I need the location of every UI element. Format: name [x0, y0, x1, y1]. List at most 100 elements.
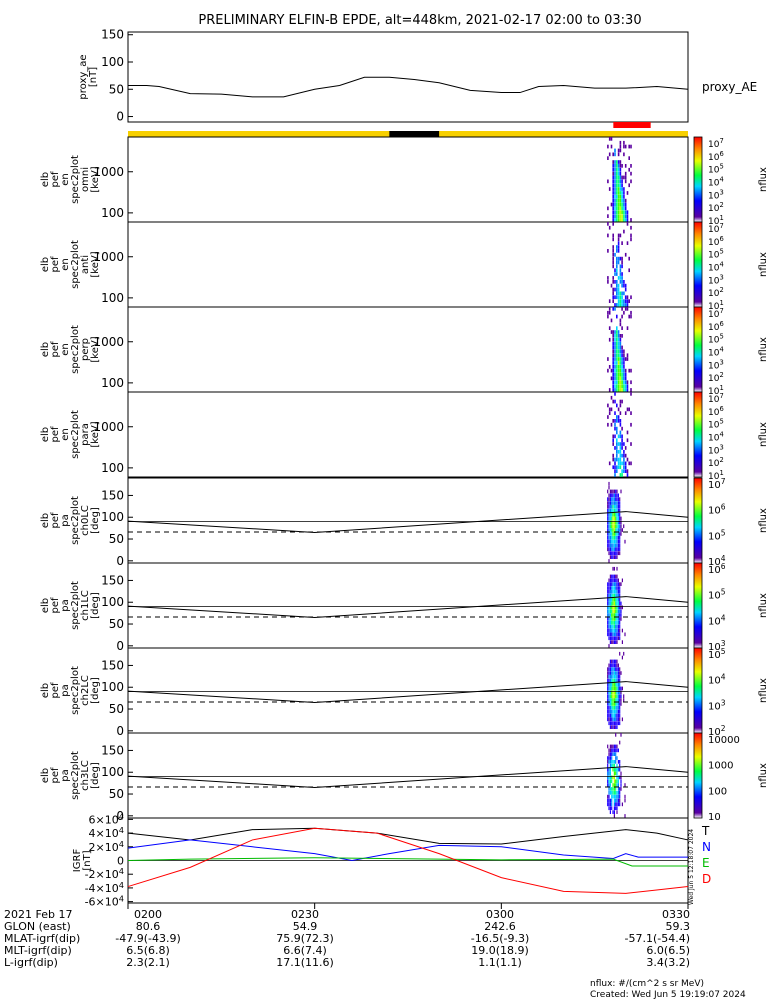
spec-1-pixel: [612, 276, 614, 280]
spec-0-pixel: [614, 152, 616, 157]
spec-2-pixel: [617, 376, 620, 381]
spec-5-pixel: [617, 632, 619, 637]
spec-3-ylabel-line-2: en: [60, 428, 71, 441]
spec-1-pixel: [621, 272, 623, 276]
spec-0-pixel: [608, 152, 611, 157]
spec-7-pixel: [615, 787, 617, 791]
spec-7-pixel: [613, 763, 615, 768]
spec-4-pixel: [612, 528, 614, 532]
spec-0-pixel: [612, 195, 614, 199]
ephem-time-3: 0330: [662, 908, 690, 921]
spec-1-pixel: [623, 280, 625, 284]
spec-5-pixel: [617, 605, 619, 610]
spec-0-pixel: [614, 198, 616, 203]
spec-7-pixel: [617, 791, 619, 795]
spec-1-ylabel-line-1: pef: [50, 256, 61, 273]
spec-7-pixel: [609, 771, 611, 776]
spec-4-pixel: [612, 508, 614, 513]
spec-5-pixel: [615, 578, 617, 583]
spec-2-pixel: [617, 388, 620, 392]
spec-7-pixel: [611, 748, 613, 753]
spec-frame-0: [127, 136, 689, 223]
spec-5-pixel: [613, 597, 615, 602]
spec-0-pixel: [612, 175, 614, 180]
spec-3-pixel: [616, 426, 618, 431]
spec-2-cbar-tick-2: 103: [708, 358, 724, 371]
spec-0-pixel: [619, 164, 622, 168]
spec-3-pixel: [630, 422, 632, 427]
spec-4-pixel: [615, 512, 617, 517]
spec-3-pixel: [623, 457, 625, 462]
spec-3-pixel: [626, 407, 629, 412]
side-timestamp: Wed Jun 5 12:18:07 2024: [688, 829, 695, 905]
spec-5-pixel: [607, 593, 609, 598]
ephem-label-3: MLT-igrf(dip): [4, 944, 72, 957]
spec-2-pixel: [626, 326, 629, 330]
spec-0-pixel: [612, 160, 614, 164]
spec-4-pixel: [624, 539, 626, 544]
spec-5-pixel: [616, 613, 618, 617]
spec-5-pixel: [609, 586, 611, 590]
spec-4-pixel: [607, 524, 609, 529]
spec-6-pixel: [608, 678, 610, 683]
spec-2-pixel: [612, 380, 614, 385]
spec-5-pixel: [611, 597, 613, 602]
spec-6-pixel: [611, 682, 613, 687]
igrf-legend-E: E: [702, 856, 710, 870]
spec-7-pixel: [619, 794, 621, 799]
spec-0-pixel: [621, 175, 623, 180]
spec-0-pixel: [612, 164, 614, 168]
spec-0-pixel: [617, 198, 620, 203]
spec-5-pixel: [620, 605, 622, 610]
spec-2-pixel: [612, 353, 614, 358]
spec-0-pixel: [624, 206, 627, 211]
spec-1-pixel: [616, 245, 618, 249]
spec-6-pixel: [617, 702, 619, 706]
spec-2-pixel: [614, 353, 616, 358]
spec-2-pixel: [623, 368, 625, 373]
ephem-label-2: MLAT-igrf(dip): [4, 932, 80, 945]
spec-3-pixel: [621, 434, 623, 439]
spec-0-pixel: [614, 164, 616, 168]
spec-5-pixel: [607, 605, 609, 610]
spec-2-pixel: [612, 341, 614, 346]
spec-1-cbar-tick-2: 103: [708, 273, 724, 286]
spec-0-pixel: [623, 140, 625, 145]
spec-6-pixel: [612, 663, 614, 668]
spec-0-pixel: [630, 171, 632, 176]
ephem-label-4: L-igrf(dip): [4, 956, 58, 969]
spec-6-pixel: [611, 706, 613, 710]
spec-0-pixel: [619, 148, 622, 153]
spec-2-pixel: [624, 357, 627, 361]
spec-3-pixel: [626, 457, 629, 462]
spec-5-zlabel: nflux: [758, 593, 769, 618]
spec-4-pixel: [612, 497, 614, 501]
panel-spectrogram-6: 0 50 100 150 elb pef pa spec2plot ch2LC [deg] 102 1…: [40, 647, 769, 738]
spec-3-pixel: [608, 411, 611, 415]
spec-0-pixel: [616, 160, 618, 164]
spec-1-pixel: [619, 264, 622, 269]
spec-4-pixel: [611, 520, 613, 525]
spec-4-cbar-tick-0: 104: [708, 554, 726, 568]
spec-4-pixel: [609, 520, 611, 525]
spec-7-pixel: [616, 763, 618, 768]
spec-5-pixel: [616, 609, 618, 614]
spec-2-pixel: [619, 380, 622, 385]
spec-0-pixel: [614, 191, 616, 195]
spec-4-pixel: [619, 512, 621, 517]
spec-4-pixel: [608, 516, 610, 521]
spec-0-cbar-tick-3: 104: [708, 176, 724, 189]
spec-2-pixel: [608, 310, 611, 315]
spec-5-pixel: [607, 586, 609, 590]
spec-1-pixel: [616, 295, 618, 300]
spec-0-pixel: [621, 210, 623, 215]
spec-6-pixel: [616, 706, 618, 710]
spec-4-pixel: [608, 536, 610, 540]
spec-1-tick-label-1: 1000: [93, 250, 124, 264]
spec-7-pixel: [615, 794, 617, 799]
spec-4-pixel: [616, 551, 618, 556]
spec-0-pixel: [626, 210, 629, 215]
spec-4-pixel: [612, 547, 614, 552]
spec-4-pixel: [607, 489, 609, 494]
spec-6-pixel: [613, 721, 615, 726]
